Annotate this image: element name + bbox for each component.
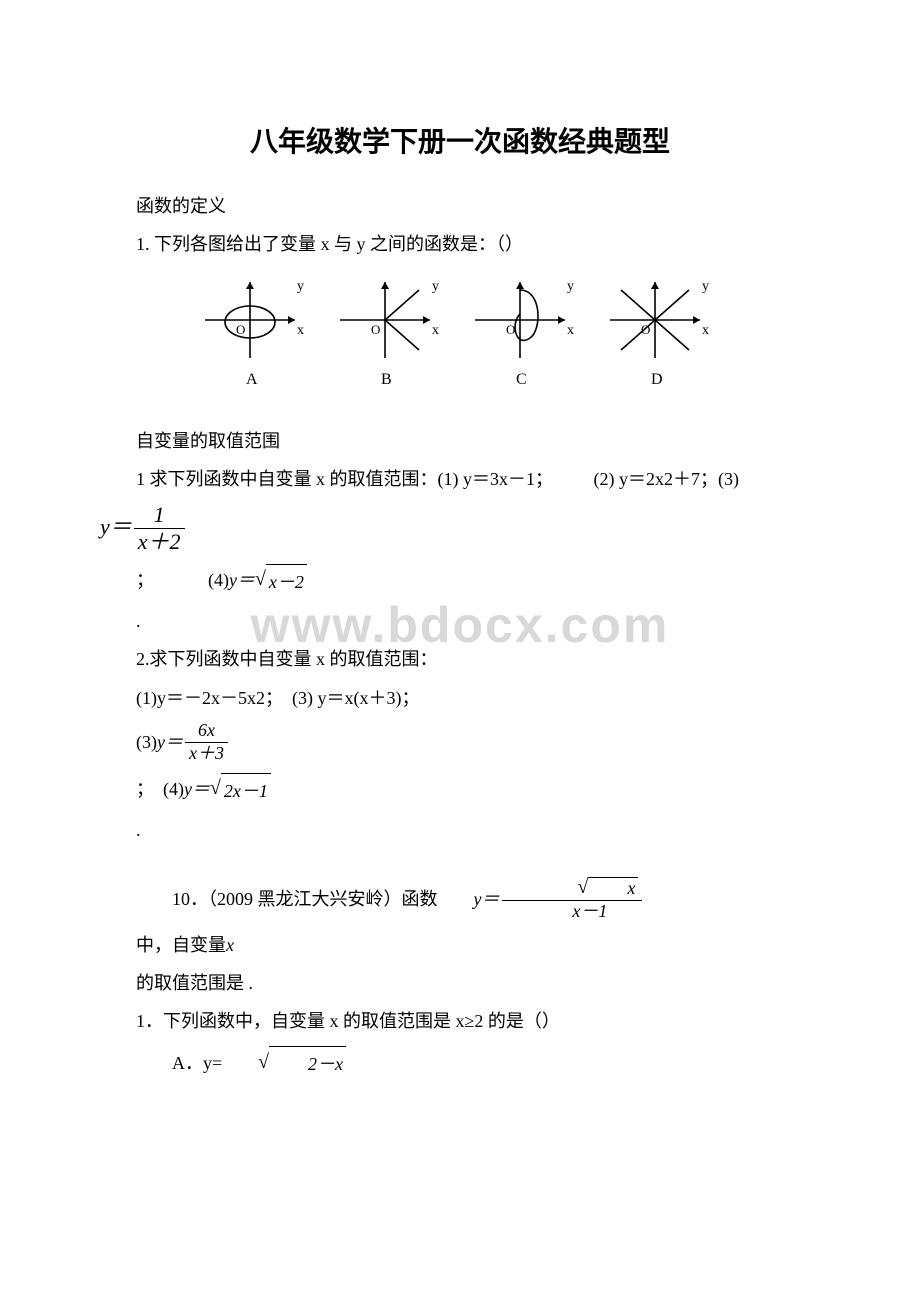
q10-line2: 中，自变量x: [100, 929, 820, 961]
sqrt-icon: √x－2: [255, 561, 307, 599]
sqrt2-rad: 2x－1: [221, 773, 271, 808]
question-range-1: 1 求下列函数中自变量 x 的取值范围：(1) y＝3x－1； (2) y＝2x…: [100, 463, 820, 495]
frac2-lhs: y＝: [157, 725, 183, 759]
sqrt-icon: √2x－1: [210, 770, 271, 808]
q10-varx: x: [226, 935, 234, 955]
section-heading-2: 自变量的取值范围: [100, 425, 820, 457]
sqrtA-rad: 2－x: [269, 1046, 346, 1081]
diagram-label-d: D: [651, 371, 663, 388]
origin-label: O: [236, 322, 245, 337]
svg-text:y: y: [567, 279, 574, 294]
q-range2-p3: (3) y＝6xx＋3: [136, 720, 820, 764]
sqrt-icon: √2－x: [222, 1044, 346, 1082]
frac1-lhs: y＝: [100, 514, 132, 539]
question-choice-intro: 1．下列函数中，自变量 x 的取值范围是 x≥2 的是（）: [100, 1005, 820, 1037]
frac3-num: √x: [502, 876, 643, 901]
choice-a-prefix: A．y=: [136, 1046, 222, 1080]
frac1-den: x＋2: [134, 529, 185, 555]
diagram-label-a: A: [246, 371, 258, 388]
sqrt1-rad: x－2: [266, 564, 307, 599]
q-range1-intro: 1 求下列函数中自变量 x 的取值范围：(1) y＝3x－1； (2) y＝2x…: [136, 469, 739, 489]
svg-text:O: O: [506, 322, 515, 337]
semi-1: ；: [136, 563, 154, 597]
q-range2-p4: ； (4) y＝ √2x－1: [136, 770, 820, 808]
q10-l2-text: 中，自变量: [136, 935, 226, 955]
sqrt1-lhs: y＝: [229, 563, 255, 597]
axis-x-label: x: [297, 323, 304, 338]
frac3-den: x－1: [502, 901, 643, 923]
q10-prefix: 10．（2009 黑龙江大兴安岭）函数: [136, 882, 438, 916]
page-title: 八年级数学下册一次函数经典题型: [100, 120, 820, 160]
diagram-label-c: C: [516, 371, 527, 388]
equation-frac-1: y＝1x＋2: [100, 502, 820, 556]
q-range2-line1: (1)y＝－2x－5x2； (3) y＝x(x＋3)；: [100, 682, 820, 714]
svg-text:x: x: [567, 323, 574, 338]
dot-2: .: [100, 814, 820, 846]
p3-prefix: (3): [136, 725, 157, 759]
frac3-num-rad: x: [588, 877, 638, 900]
q-range1-part4: ； (4) y＝ √x－2: [136, 561, 820, 599]
question-10: 10．（2009 黑龙江大兴安岭）函数 y＝√xx－1: [136, 876, 820, 922]
svg-text:y: y: [702, 279, 709, 294]
question-1-text: 1. 下列各图给出了变量 x 与 y 之间的函数是：（）: [100, 228, 820, 260]
dot-1: .: [100, 605, 820, 637]
p4-prefix: ； (4): [136, 772, 184, 806]
frac2-num: 6x: [185, 720, 228, 743]
frac2-den: x＋3: [185, 743, 228, 765]
part4-prefix: (4): [208, 563, 229, 597]
diagram-row: y x O A y x O B: [100, 275, 820, 395]
function-diagrams-svg: y x O A y x O B: [190, 275, 730, 395]
svg-text:y: y: [432, 279, 439, 294]
frac1-num: 1: [134, 502, 185, 529]
q10-line3: 的取值范围是 .: [100, 967, 820, 999]
sqrt2-lhs: y＝: [184, 772, 210, 806]
section-heading-1: 函数的定义: [100, 190, 820, 222]
svg-text:O: O: [371, 322, 380, 337]
svg-text:x: x: [432, 323, 439, 338]
diagram-label-b: B: [381, 371, 392, 388]
axis-y-label: y: [297, 279, 304, 294]
choice-a: A．y= √2－x: [136, 1044, 820, 1082]
svg-text:x: x: [702, 323, 709, 338]
question-range-2: 2.求下列函数中自变量 x 的取值范围：: [100, 643, 820, 675]
frac3-lhs: y＝: [438, 882, 500, 916]
svg-text:O: O: [641, 322, 650, 337]
